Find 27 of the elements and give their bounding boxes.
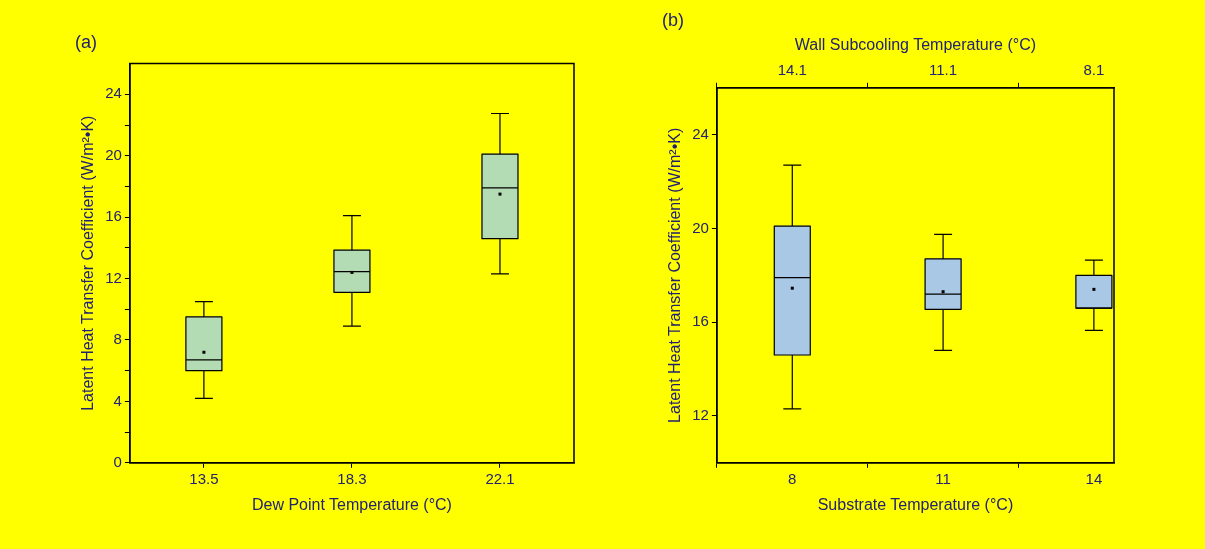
x2-tick-label: 11.1 [929,60,958,78]
y-tick-label: 24 [105,84,122,102]
chart-title: (b) [662,9,684,30]
y-tick-label: 12 [105,268,122,286]
x-tick-label: 18.3 [337,469,367,487]
y-axis-title: Latent Heat Transfer Coefficient (W/m²•K) [666,127,684,423]
chart-title: (a) [75,31,97,52]
y-tick-label: 16 [105,207,122,225]
y-axis-title: Latent Heat Transfer Coefficient (W/m²•K) [79,115,97,411]
y-tick-label: 4 [113,391,122,409]
y-tick-label: 16 [692,312,709,330]
y-tick-label: 12 [692,406,709,424]
x-tick-label: 22.1 [485,469,515,487]
x-axis-title: Substrate Temperature (°C) [817,495,1014,513]
x2-tick-label: 8.1 [1083,60,1105,78]
x-axis-title: Dew Point Temperature (°C) [251,495,452,513]
x-tick-label: 11 [935,469,951,487]
y-tick-label: 0 [113,452,122,470]
y-tick-label: 24 [692,124,709,142]
x-tick-label: 14 [1085,469,1103,487]
x2-tick-label: 14.1 [777,60,807,78]
x-tick-label: 8 [788,469,797,487]
y-tick-label: 8 [113,330,122,348]
x2-axis-title: Wall Subcooling Temperature (°C) [794,35,1037,53]
y-tick-label: 20 [692,218,709,236]
y-tick-label: 20 [105,145,122,163]
x-tick-label: 13.5 [189,469,219,487]
